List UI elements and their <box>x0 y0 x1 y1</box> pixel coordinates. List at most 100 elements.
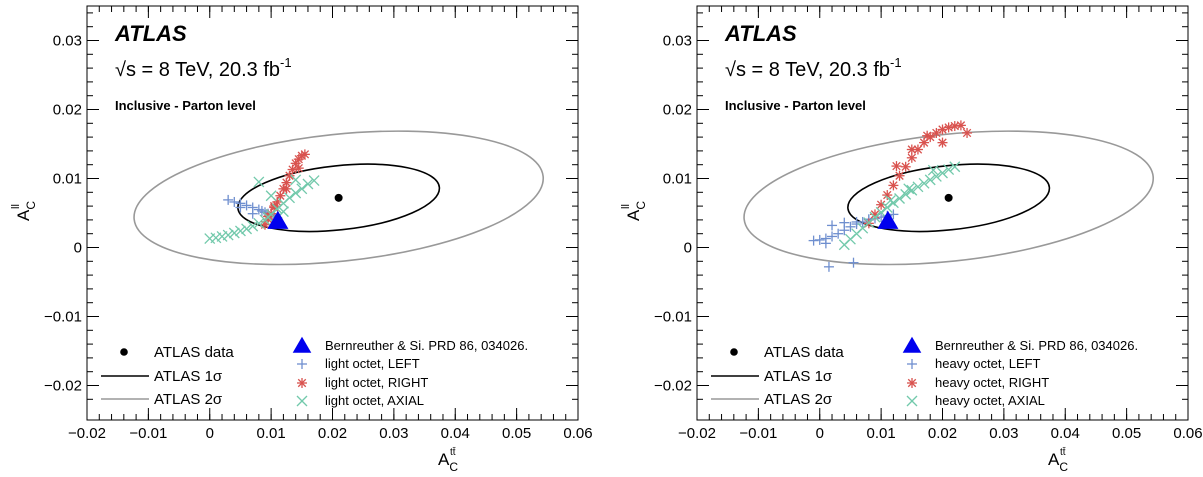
x-marker-b <box>875 206 887 218</box>
data-marker <box>296 183 308 195</box>
star-marker-b <box>907 378 917 388</box>
data-marker <box>222 229 234 241</box>
star-marker-b <box>932 128 941 138</box>
data-marker <box>922 130 933 141</box>
x-marker-b <box>887 197 899 209</box>
star-marker-b <box>950 121 959 131</box>
star-marker-b <box>300 150 310 159</box>
x-tick-label: 0 <box>816 425 824 442</box>
x-axis-title-main: A <box>1048 450 1060 469</box>
legend-axial-label: light octet, AXIAL <box>325 393 424 408</box>
data-marker <box>888 209 899 220</box>
x-axis-title: ACtt̄ <box>438 446 458 474</box>
legend-data-dot <box>730 348 738 356</box>
legend-1sigma-label: ATLAS 1σ <box>764 368 833 385</box>
chart-inclusive-light-octet: −0.02 −0.01 0 0.01 0.02 0.03 0.04 0.05 0.06 −0.02… <box>10 5 593 474</box>
x-marker-b <box>253 217 265 229</box>
data-marker <box>302 178 314 190</box>
legend-left-label: light octet, LEFT <box>325 356 420 371</box>
chart-inclusive-heavy-octet: −0.02 −0.01 0 0.01 0.02 0.03 0.04 0.05 0.06 −0.02… <box>620 5 1203 474</box>
legend-axial-marker <box>906 395 918 407</box>
x-tick-label: 0.02 <box>318 425 347 442</box>
legend-right-marker <box>297 378 307 388</box>
data-marker <box>906 152 917 163</box>
data-marker <box>900 188 912 200</box>
lumi-exponent: -1 <box>890 55 902 70</box>
x-marker-b <box>906 184 918 196</box>
x-marker-b <box>900 188 912 200</box>
x-tick-label: −0.01 <box>739 425 777 442</box>
x-marker-b <box>894 193 905 204</box>
x-marker-b <box>284 192 295 204</box>
data-marker <box>290 187 302 199</box>
data-marker <box>228 227 240 239</box>
sm-prediction-triangle <box>267 210 289 229</box>
star-marker-b <box>297 378 307 388</box>
data-marker <box>888 180 899 191</box>
data-marker <box>299 149 310 160</box>
data-marker <box>851 216 862 227</box>
data-marker <box>924 174 936 186</box>
x-marker-b <box>903 183 915 195</box>
data-marker <box>875 206 887 218</box>
x-marker-b <box>290 174 302 186</box>
x-marker-b <box>228 227 240 239</box>
y-tick-label: 0.01 <box>53 171 82 188</box>
x-tick-label: 0.02 <box>928 425 957 442</box>
y-axis-title-sub: C <box>24 201 38 210</box>
data-marker <box>869 211 881 223</box>
y-tick-label: 0.03 <box>53 33 82 50</box>
star-marker-b <box>907 145 917 154</box>
x-axis-title-sup: tt̄ <box>1060 446 1066 458</box>
x-tick-label: 0 <box>206 425 214 442</box>
data-marker <box>962 127 973 138</box>
right-series <box>863 120 973 229</box>
data-marker <box>253 217 265 229</box>
data-marker <box>943 122 954 133</box>
data-marker <box>912 181 924 193</box>
star-marker-b <box>922 131 932 140</box>
star-marker-b <box>962 128 972 138</box>
ellipse-1sigma <box>237 163 441 233</box>
data-marker <box>845 221 856 232</box>
data-marker <box>827 220 838 231</box>
star-marker-b <box>892 161 901 171</box>
star-marker-b <box>294 163 303 173</box>
x-marker-b <box>302 178 314 190</box>
data-marker <box>241 223 253 235</box>
x-marker-b <box>881 202 893 213</box>
atlas-data-point <box>334 193 343 202</box>
y-tick-label: 0.02 <box>53 102 82 119</box>
legend-data-dot <box>120 348 128 356</box>
left-series <box>808 209 899 272</box>
legend-left-marker <box>297 359 307 369</box>
data-marker <box>290 174 302 186</box>
legend-prediction-triangle <box>902 336 922 353</box>
x-marker-b <box>253 176 265 188</box>
data-marker <box>823 261 834 272</box>
y-axis-title-main: A <box>624 209 643 221</box>
legend-1sigma-label: ATLAS 1σ <box>154 368 223 385</box>
subtitle-label: Inclusive - Parton level <box>115 98 256 113</box>
x-marker-b <box>234 225 246 237</box>
x-tick-label: 0.04 <box>1051 425 1080 442</box>
data-marker <box>943 164 955 175</box>
data-marker <box>293 163 304 174</box>
data-marker <box>833 228 844 239</box>
x-tick-label: 0.03 <box>989 425 1018 442</box>
x-marker-b <box>296 183 308 195</box>
data-marker <box>937 167 948 179</box>
y-tick-label: −0.02 <box>44 378 82 395</box>
legend-prediction-label: Bernreuther & Si. PRD 86, 034026. <box>935 338 1138 353</box>
star-marker-b <box>944 123 953 132</box>
x-tick-label: 0.06 <box>1173 425 1202 442</box>
x-tick-label: −0.01 <box>129 425 167 442</box>
data-marker <box>949 161 961 173</box>
data-marker <box>900 161 911 172</box>
energy-lumi-label: √s = 8 TeV, 20.3 fb-1 <box>725 55 902 81</box>
data-marker <box>903 183 915 195</box>
y-axis-title: ACll <box>620 201 648 221</box>
y-axis-title-sup: ll <box>620 204 632 209</box>
energy-text: = 8 TeV, 20.3 fb <box>136 59 280 81</box>
